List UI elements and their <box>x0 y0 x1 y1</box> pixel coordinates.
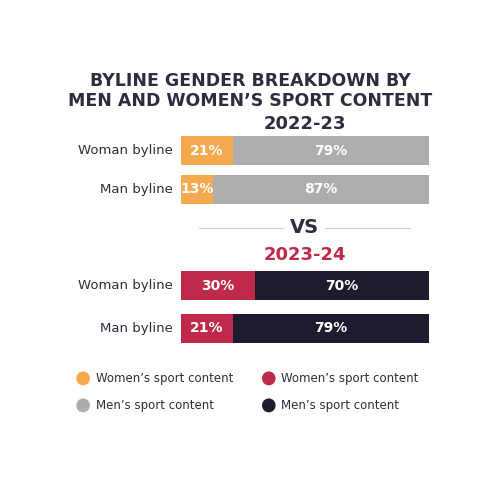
Text: Men’s sport content: Men’s sport content <box>96 399 213 412</box>
Text: 21%: 21% <box>189 321 223 335</box>
Circle shape <box>262 371 275 385</box>
Bar <box>232 314 428 343</box>
Text: 87%: 87% <box>304 182 337 196</box>
Bar <box>232 136 428 165</box>
Text: Men’s sport content: Men’s sport content <box>281 399 399 412</box>
Text: Woman byline: Woman byline <box>78 279 173 292</box>
Bar <box>254 272 428 300</box>
Circle shape <box>262 398 275 412</box>
Text: Woman byline: Woman byline <box>78 144 173 157</box>
Text: 2023-24: 2023-24 <box>263 246 345 264</box>
Text: MEN AND WOMEN’S SPORT CONTENT: MEN AND WOMEN’S SPORT CONTENT <box>68 92 432 110</box>
Bar <box>180 136 232 165</box>
Text: 30%: 30% <box>201 279 234 293</box>
Bar <box>180 175 212 204</box>
Bar <box>180 314 232 343</box>
Text: Women’s sport content: Women’s sport content <box>281 372 418 385</box>
Bar <box>180 272 254 300</box>
Text: 21%: 21% <box>189 144 223 158</box>
Text: Women’s sport content: Women’s sport content <box>96 372 232 385</box>
Text: BYLINE GENDER BREAKDOWN BY: BYLINE GENDER BREAKDOWN BY <box>90 72 410 90</box>
Text: VS: VS <box>289 218 319 237</box>
Text: 13%: 13% <box>180 182 213 196</box>
Text: 2022-23: 2022-23 <box>263 115 345 133</box>
Text: 79%: 79% <box>313 321 346 335</box>
Circle shape <box>76 371 90 385</box>
Circle shape <box>76 398 90 412</box>
Text: Man byline: Man byline <box>100 322 173 335</box>
Text: Man byline: Man byline <box>100 183 173 196</box>
Text: 79%: 79% <box>313 144 346 158</box>
Text: 70%: 70% <box>325 279 358 293</box>
Bar <box>212 175 428 204</box>
